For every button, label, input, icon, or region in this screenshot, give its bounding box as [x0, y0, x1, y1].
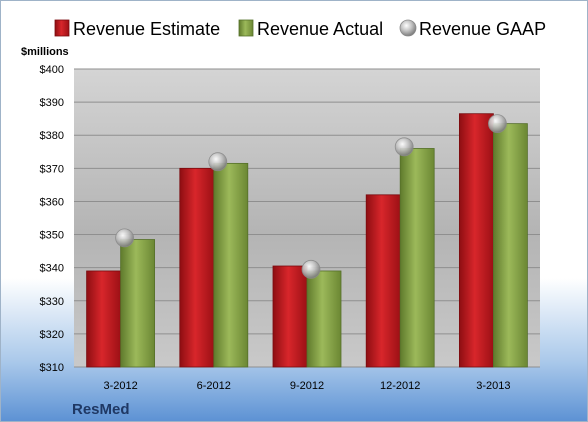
marker-revenue-gaap — [301, 259, 321, 279]
bar-revenue-estimate — [86, 270, 121, 368]
legend-swatch — [238, 19, 254, 37]
legend: Revenue Estimate Revenue Actual Revenue GA… — [54, 19, 546, 39]
x-tick-label: 12-2012 — [380, 380, 420, 392]
y-tick-label: $330 — [40, 296, 64, 308]
bar-revenue-estimate — [179, 167, 215, 368]
bar-revenue-estimate — [458, 113, 494, 368]
bar-revenue-actual — [399, 148, 435, 368]
bar-revenue-estimate — [365, 194, 401, 368]
x-tick-label: 3-2012 — [103, 380, 137, 392]
y-tick-label: $370 — [40, 163, 64, 175]
bar-revenue-actual — [213, 162, 249, 368]
marker-revenue-gaap — [208, 152, 228, 172]
y-tick-label: $310 — [40, 362, 64, 374]
legend-label: Revenue Estimate — [73, 19, 220, 39]
y-axis-ticks: $310 $320 $330 $340 $350 $360 $370 $380 $390 $400 — [40, 64, 64, 374]
y-tick-label: $340 — [40, 263, 64, 275]
bar-revenue-estimate — [272, 265, 308, 368]
company-name: ResMed — [72, 401, 130, 418]
x-axis-ticks: 3-2012 6-2012 9-2012 12-2012 3-2013 — [103, 380, 510, 392]
marker-revenue-gaap — [115, 228, 134, 248]
x-tick-label: 3-2013 — [476, 380, 510, 392]
legend-label: Revenue Actual — [257, 19, 383, 39]
y-tick-label: $390 — [40, 97, 64, 109]
y-tick-label: $380 — [40, 130, 64, 142]
legend-label: Revenue GAAP — [419, 19, 546, 39]
legend-swatch — [54, 19, 70, 37]
y-axis-unit-label: $millions — [21, 46, 69, 58]
bar-revenue-actual — [306, 270, 342, 368]
marker-revenue-gaap — [394, 137, 414, 157]
legend-swatch — [399, 19, 417, 37]
gaap-markers — [115, 114, 507, 279]
bars — [86, 113, 528, 368]
y-tick-label: $350 — [40, 230, 64, 242]
bar-revenue-actual — [120, 239, 155, 368]
bar-revenue-actual — [492, 123, 528, 368]
y-tick-label: $400 — [40, 64, 64, 76]
x-tick-label: 9-2012 — [290, 380, 324, 392]
y-tick-label: $360 — [40, 196, 64, 208]
x-tick-label: 6-2012 — [197, 380, 231, 392]
marker-revenue-gaap — [487, 114, 507, 134]
y-tick-label: $320 — [40, 329, 64, 341]
